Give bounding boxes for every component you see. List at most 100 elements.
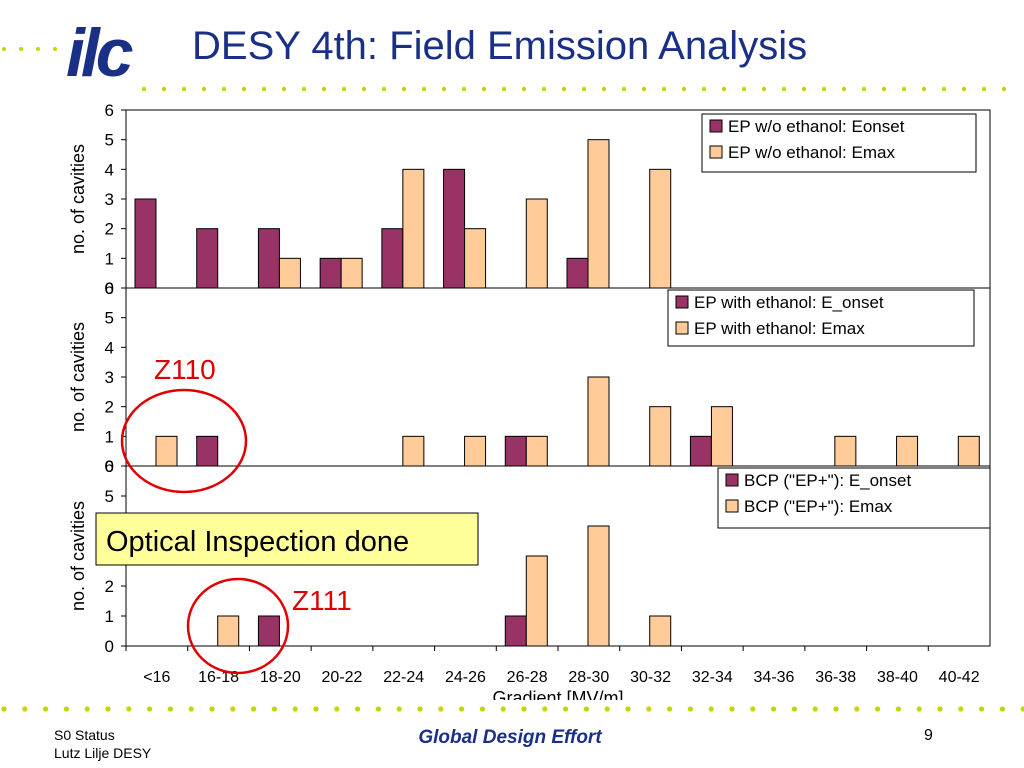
footer-left-line1: S0 Status	[54, 727, 115, 743]
bar-emax	[649, 168, 672, 289]
z110-circle	[120, 388, 248, 494]
z111-label: Z111	[292, 585, 352, 616]
decor-dot	[961, 86, 967, 92]
ilc-logo: ilc	[64, 14, 140, 91]
decor-dot	[841, 86, 847, 92]
decor-dot	[251, 706, 257, 712]
decor-dot	[854, 706, 860, 712]
decor-dot	[771, 706, 777, 712]
decor-dot	[708, 706, 714, 712]
decor-dot	[979, 706, 985, 712]
x-tick-label: 22-24	[383, 669, 424, 686]
decor-dot	[22, 706, 28, 712]
decor-dot	[1020, 706, 1024, 712]
x-tick-label: 34-36	[754, 669, 795, 686]
decor-dot	[741, 86, 747, 92]
legend-label: BCP ("EP+"): Emax	[744, 497, 893, 516]
y-tick-label: 4	[105, 160, 114, 179]
legend-label: EP with ethanol: Emax	[694, 319, 865, 338]
decor-dot	[321, 86, 327, 92]
decor-dot	[438, 706, 444, 712]
decor-dot	[561, 86, 567, 92]
decor-dot	[2, 47, 6, 51]
decor-dot	[521, 706, 527, 712]
z110-label: Z110	[154, 354, 216, 385]
decorative-dots-bottom	[1, 706, 1024, 712]
y-tick-label: 1	[105, 607, 114, 626]
y-tick-label: 4	[105, 338, 114, 357]
bar-emax	[587, 139, 610, 289]
decor-dot	[941, 86, 947, 92]
decor-dot	[621, 86, 627, 92]
decor-dot	[875, 706, 881, 712]
bar-emax	[957, 435, 980, 467]
decor-dot	[781, 86, 787, 92]
legend-swatch	[709, 119, 723, 133]
decor-dot	[812, 706, 818, 712]
decor-dot	[687, 706, 694, 712]
legend-swatch	[675, 321, 689, 335]
ilc-logo-text: ilc	[66, 15, 133, 84]
decor-dot	[750, 706, 756, 712]
page-number: 9	[924, 727, 933, 744]
bar-emax	[155, 435, 178, 467]
decor-dot	[1001, 86, 1007, 92]
decorative-dots-top-left	[2, 47, 57, 51]
decor-dot	[63, 706, 69, 712]
bar-emax	[587, 525, 610, 647]
decor-dot	[36, 47, 40, 51]
bar-emax	[834, 435, 857, 467]
decor-dot	[271, 706, 277, 712]
bar-onset	[196, 435, 219, 467]
y-tick-label: 6	[105, 101, 114, 120]
bar-onset	[381, 228, 404, 289]
x-tick-label: 28-30	[568, 669, 609, 686]
x-axis-label: Gradient [MV/m]	[492, 688, 623, 700]
decor-dot	[958, 706, 964, 712]
decor-dot	[701, 86, 707, 92]
x-tick-label: <16	[143, 669, 170, 686]
decor-dot	[625, 706, 631, 712]
decor-dot	[161, 86, 167, 92]
decor-dot	[313, 706, 319, 712]
decor-dot	[361, 86, 367, 92]
decor-dot	[604, 706, 610, 712]
decor-dot	[261, 86, 267, 92]
decor-dot	[895, 706, 902, 712]
y-tick-label: 5	[105, 131, 114, 150]
legend-label: EP w/o ethanol: Emax	[728, 143, 895, 162]
y-tick-label: 2	[105, 220, 114, 239]
decor-dot	[916, 706, 922, 712]
decor-dot	[209, 706, 215, 712]
decor-dot	[84, 706, 90, 712]
legend-label: EP with ethanol: E_onset	[694, 293, 884, 312]
decor-dot	[542, 706, 548, 712]
bar-emax	[464, 435, 487, 467]
x-tick-label: 24-26	[445, 669, 486, 686]
bar-emax	[710, 406, 733, 467]
x-tick-label: 26-28	[507, 669, 548, 686]
page-title: DESY 4th: Field Emission Analysis	[192, 24, 808, 68]
decor-dot	[999, 706, 1006, 712]
decor-dot	[181, 86, 187, 92]
bar-emax	[217, 615, 240, 647]
bar-onset	[689, 435, 712, 467]
decor-dot	[334, 706, 340, 712]
x-tick-label: 18-20	[260, 669, 301, 686]
x-tick-label: 38-40	[877, 669, 918, 686]
bar-onset	[443, 168, 466, 289]
decor-dot	[396, 706, 402, 712]
decor-dot	[126, 706, 132, 712]
decor-dot	[729, 706, 735, 712]
decor-dot	[417, 706, 423, 712]
decor-dot	[381, 86, 387, 92]
y-tick-label: 5	[105, 487, 114, 506]
bar-onset	[134, 198, 157, 289]
decor-dot	[641, 86, 647, 92]
decor-dot	[141, 86, 147, 92]
y-tick-label: 3	[105, 368, 114, 387]
decor-dot	[281, 86, 287, 92]
y-tick-label: 3	[105, 190, 114, 209]
legend-box	[701, 113, 977, 173]
decor-dot	[53, 47, 57, 51]
